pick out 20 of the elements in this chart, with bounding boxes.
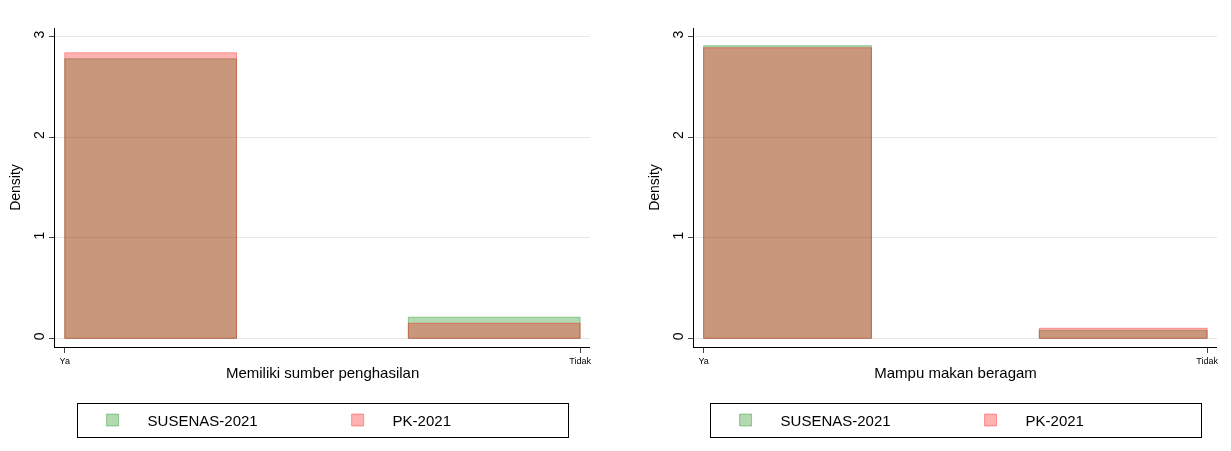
legend-label: SUSENAS-2021 — [147, 411, 258, 429]
y-tick-label: 1 — [669, 231, 686, 240]
y-tick-label: 2 — [669, 131, 686, 140]
y-tick-label: 2 — [30, 131, 47, 140]
x-axis-title: Mampu makan beragam — [874, 364, 1037, 382]
y-tick-label: 1 — [30, 231, 47, 240]
y-axis-title: Density — [7, 164, 24, 211]
y-tick-label: 3 — [30, 30, 47, 39]
x-tick-label: Ya — [59, 356, 70, 367]
y-tick-label: 3 — [669, 30, 686, 39]
x-tick-label: Tidak — [569, 356, 592, 367]
y-tick-label: 0 — [669, 332, 686, 341]
x-tick-label: Tidak — [1196, 356, 1219, 367]
legend-label: PK-2021 — [1025, 411, 1084, 429]
y-tick-label: 0 — [30, 332, 47, 341]
x-axis-title: Memiliki sumber penghasilan — [225, 364, 420, 382]
y-axis-title: Density — [646, 164, 663, 211]
legend-label: SUSENAS-2021 — [780, 411, 891, 429]
x-tick-label: Ya — [698, 356, 709, 367]
legend-label: PK-2021 — [392, 411, 451, 429]
